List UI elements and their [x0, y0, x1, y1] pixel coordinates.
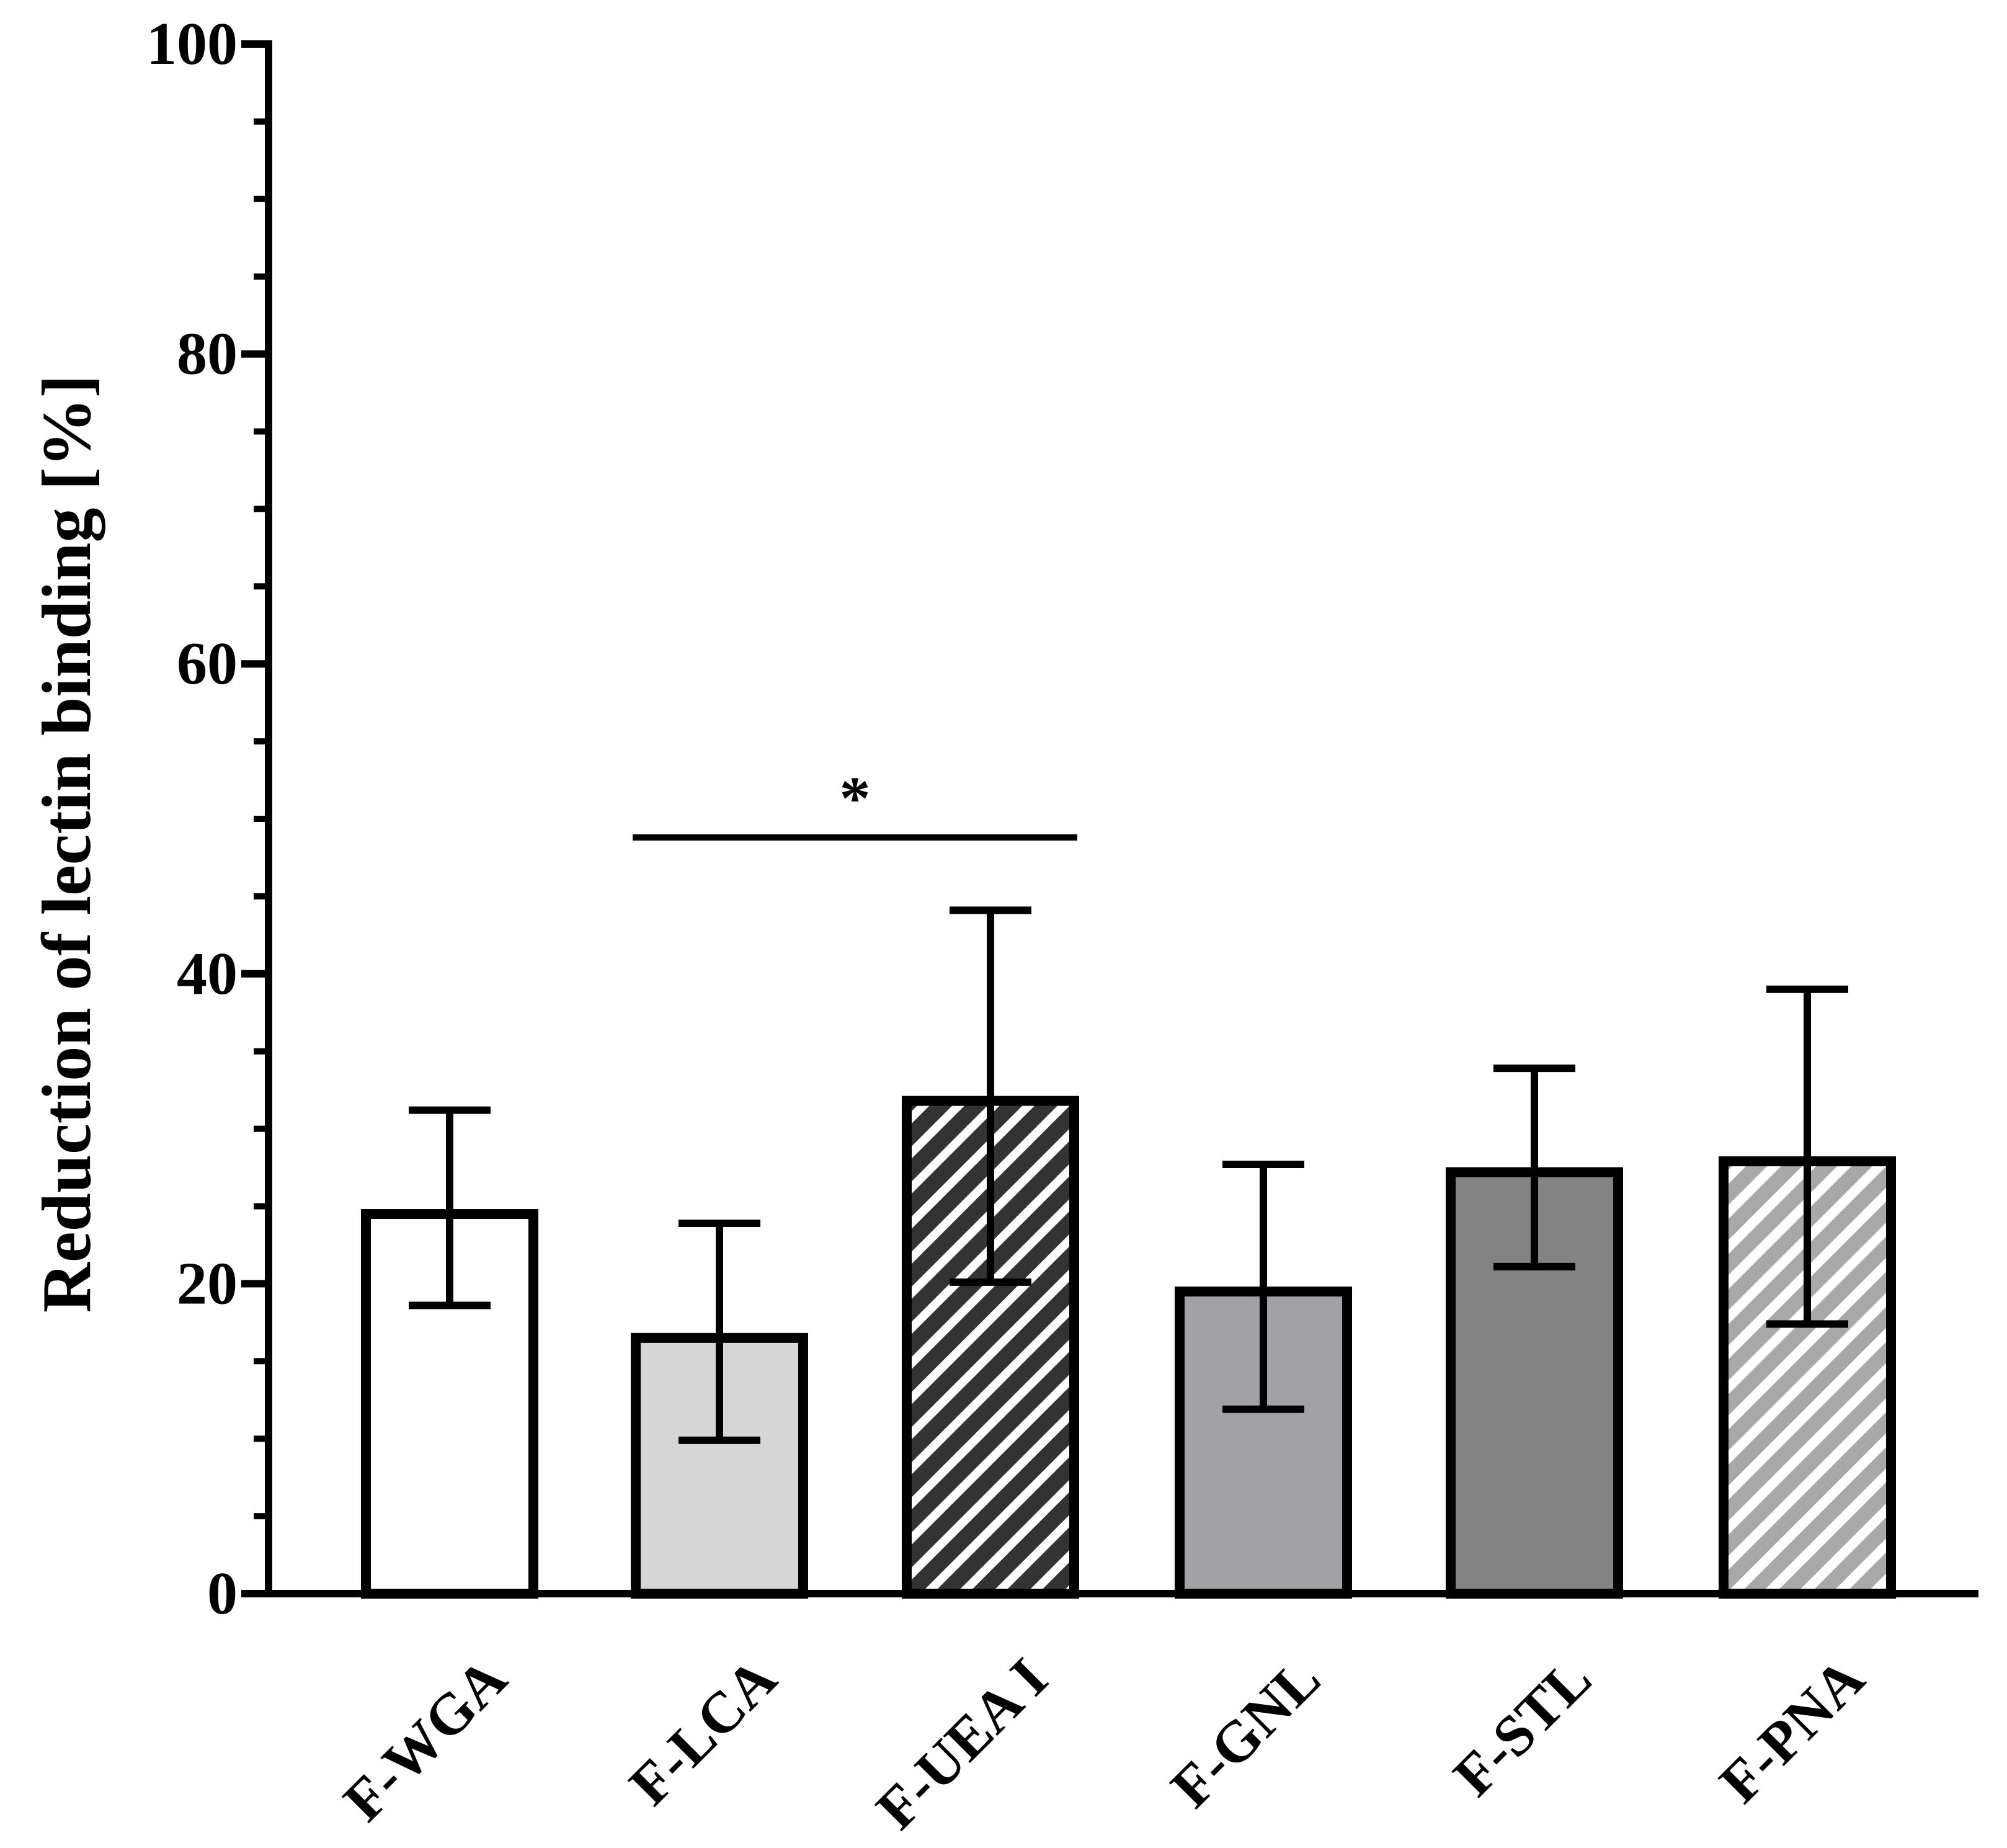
y-tick-label: 100: [146, 11, 238, 78]
x-tick-label: F-STL: [1441, 1646, 1604, 1808]
significance-asterisk: *: [840, 764, 871, 832]
x-tick-label: F-GNL: [1159, 1646, 1332, 1819]
bars: [361, 1096, 1896, 1599]
y-axis-title: Reduction of lectin binding [%]: [29, 375, 105, 1313]
x-tick-label: F-PNA: [1707, 1646, 1877, 1815]
x-tick-label: F-LCA: [617, 1646, 789, 1818]
error-bars: [409, 906, 1848, 1444]
y-tick-label: 80: [177, 321, 238, 388]
y-tick-label: 40: [177, 940, 238, 1007]
y-tick-label: 20: [177, 1250, 238, 1317]
bar-f-gnl: [1175, 1286, 1352, 1599]
x-tick-label: F-UEA I: [864, 1646, 1059, 1841]
significance-annotation: *: [633, 764, 1077, 841]
x-tick-label: F-WGA: [331, 1646, 519, 1834]
y-tick-label: 60: [177, 630, 238, 697]
y-tick-label: 0: [207, 1560, 238, 1627]
axes: [241, 40, 1978, 1597]
